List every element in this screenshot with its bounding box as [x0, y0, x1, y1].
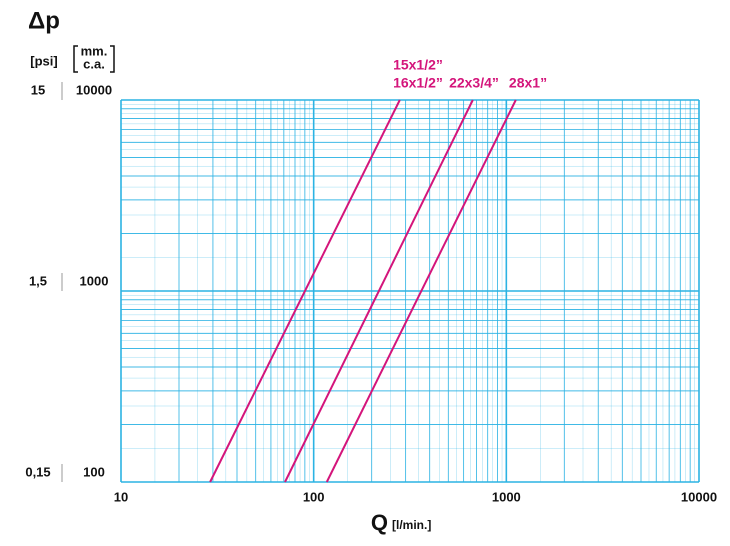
y-tick-label: 10000 — [76, 82, 112, 97]
x-tick-label: 10000 — [681, 489, 717, 504]
y-tick-label: 100 — [83, 464, 105, 479]
series-label: 15x1/2” — [393, 57, 443, 73]
y2-tick-label: 1,5 — [29, 273, 47, 288]
x-tick-label: 10 — [114, 489, 128, 504]
chart-title: Δp — [28, 7, 60, 34]
x-tick-label: 1000 — [492, 489, 521, 504]
y-tick-label: 1000 — [80, 273, 109, 288]
series-line — [284, 99, 474, 483]
series-line — [325, 99, 517, 483]
y2-axis-label: mm. — [81, 43, 108, 58]
x-axis-label: Q — [371, 510, 388, 535]
x-axis-unit: [l/min.] — [392, 518, 431, 532]
y2-tick-label: 0,15 — [25, 464, 50, 479]
series-label: 28x1” — [509, 75, 547, 91]
series-line — [209, 99, 401, 483]
y-axis-label: [psi] — [30, 53, 57, 68]
x-tick-label: 100 — [303, 489, 325, 504]
series-label: 22x3/4” — [449, 75, 499, 91]
bracket — [73, 45, 115, 73]
y2-axis-label: c.a. — [83, 56, 105, 71]
series-label: 16x1/2” — [393, 75, 443, 91]
y2-tick-label: 15 — [31, 82, 45, 97]
